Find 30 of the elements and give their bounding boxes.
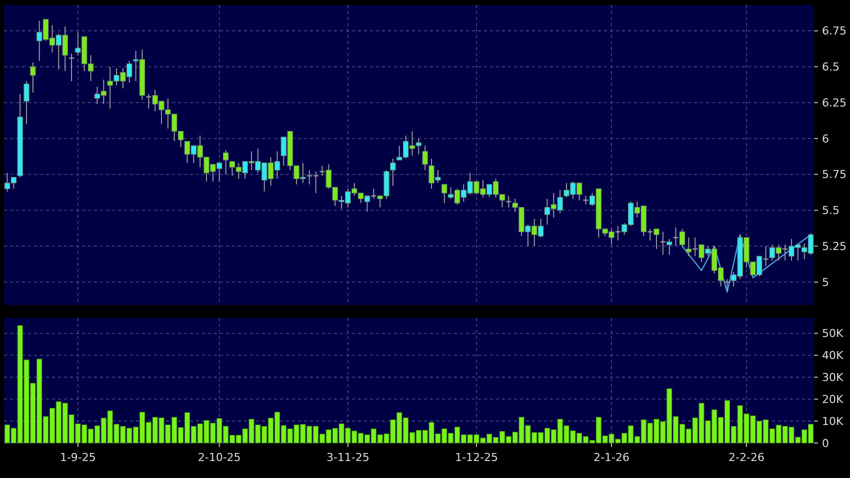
candlestick (646, 228, 654, 241)
y-tick-label: 5.25 (822, 240, 846, 253)
y-tick-label: 20K (822, 392, 844, 406)
y-tick-label: 10K (822, 414, 844, 428)
y-tick-label: 40K (822, 349, 844, 362)
candlestick (30, 62, 36, 94)
y-tick-label: 5.5 (822, 204, 840, 218)
y-tick-label: 5 (822, 276, 829, 289)
x-tick-label: 3-11-25 (326, 451, 370, 464)
candlestick (222, 149, 229, 175)
candlestick (506, 195, 512, 208)
x-tick-label: 2-10-25 (198, 451, 241, 464)
y-tick-label: 6.5 (822, 60, 840, 74)
x-tick-label: 2-1-26 (594, 451, 630, 464)
candlestick (24, 80, 30, 125)
x-tick-label: 1-9-25 (60, 451, 96, 464)
candlestick (442, 184, 448, 204)
y-tick-label: 50K (822, 327, 844, 340)
y-tick-label: 30K (822, 371, 844, 384)
candlestick (614, 226, 622, 241)
y-tick-label: 5.75 (822, 168, 846, 182)
y-tick-label: 6.75 (822, 24, 846, 38)
candlestick (390, 158, 396, 186)
y-tick-label: 0 (822, 436, 829, 450)
y-tick-label: 6 (822, 132, 829, 146)
x-tick-label: 1-12-25 (455, 451, 498, 464)
x-tick-label: 2-2-26 (728, 451, 764, 464)
candlestick (422, 145, 428, 171)
y-tick-label: 6.25 (822, 96, 846, 110)
candlestick (660, 231, 666, 256)
